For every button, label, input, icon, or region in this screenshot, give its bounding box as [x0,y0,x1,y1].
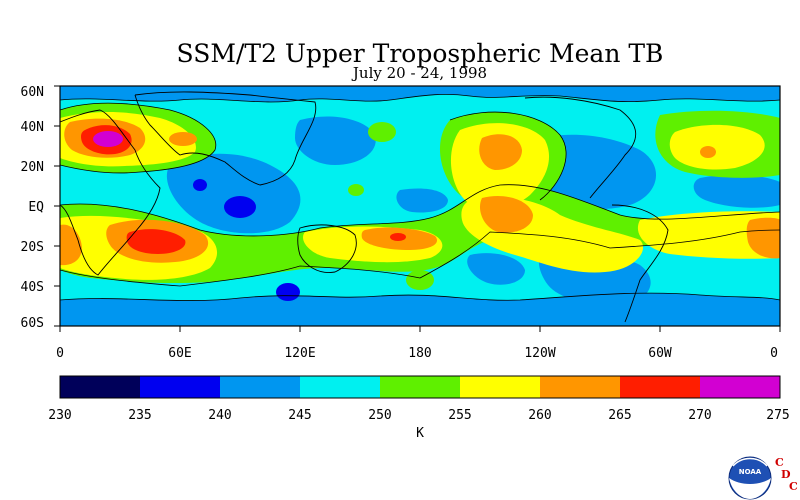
lat-label: 20N [21,160,44,175]
region-240-245 [166,153,301,234]
map-title: SSM/T2 Upper Tropospheric Mean TB [177,39,664,68]
colorbar-swatch [540,376,620,398]
region-260-265 [60,224,82,266]
colorbar-swatch [380,376,460,398]
colorbar-tick-label: 245 [288,408,311,423]
latitude-axis [54,85,60,327]
lat-label: 40S [21,280,44,295]
lat-label: 20S [21,240,44,255]
region-270-275 [93,131,123,147]
colorbar-tick-label: 265 [608,408,631,423]
colorbar-swatch [300,376,380,398]
region-235-240 [224,196,256,218]
africa-outline [60,109,161,276]
colorbar-swatch [620,376,700,398]
region-250-255 [368,122,396,142]
lon-label: 60E [168,346,191,361]
colorbar [59,375,781,399]
colorbar-tick-label: 230 [48,408,71,423]
region-240-245 [295,116,376,165]
australia-outline [297,224,357,273]
cdc-letter: C [789,480,798,493]
colorbar-frame [59,375,781,399]
colorbar-swatch [460,376,540,398]
region-250-255 [406,270,434,290]
region-265-270 [390,233,406,241]
region-265-270 [126,229,186,254]
region-240-245 [693,174,780,208]
lat-label: 40N [21,120,44,135]
region-260-265 [169,132,197,146]
north-america-outline [524,96,637,199]
colorbar-tick-label: 275 [766,408,789,423]
lat-label: 60N [21,85,44,100]
region-235-240 [276,283,300,301]
lon-label: 60W [648,346,672,361]
colorbar-tick-label: 235 [128,408,151,423]
colorbar-tick-label: 255 [448,408,471,423]
south-america-outline [611,204,669,323]
colorbar-unit-label: K [416,426,424,441]
noaa-logo-text: NOAA [739,468,762,476]
longitude-axis [59,326,781,332]
lon-label: 180 [408,346,431,361]
colorbar-tick-label: 260 [528,408,551,423]
lat-label: 60S [21,316,44,331]
region-260-265 [479,134,522,170]
region-250-255 [348,184,364,196]
colorbar-tick-label: 240 [208,408,231,423]
region-240-245 [396,188,448,213]
region-260-265 [700,146,716,158]
region-255-260 [637,211,780,259]
map-subtitle: July 20 - 24, 1998 [351,64,487,82]
lon-label: 120E [284,346,315,361]
temperature-field [60,86,780,326]
lon-label: 0 [770,346,778,361]
colorbar-swatch [220,376,300,398]
lon-label: 0 [56,346,64,361]
region-255-260 [669,124,765,170]
coastlines [60,91,669,323]
cdc-letter: C [775,456,784,469]
colorbar-swatch [60,376,140,398]
eurasia-outline [134,91,317,186]
colorbar-tick-label: 270 [688,408,711,423]
colorbar-swatch [140,376,220,398]
region-235-240 [193,179,207,191]
colorbar-swatch [700,376,780,398]
region-240-245 [467,253,525,285]
colorbar-tick-label: 250 [368,408,391,423]
region-260-265 [479,195,533,233]
noaa-logo: NOAA [728,456,772,500]
cdc-letter: D [781,468,791,481]
contour-lines [60,93,780,301]
region-240-245 [60,86,780,102]
lat-label: EQ [28,200,44,215]
region-260-265 [746,217,780,259]
lon-label: 120W [524,346,555,361]
